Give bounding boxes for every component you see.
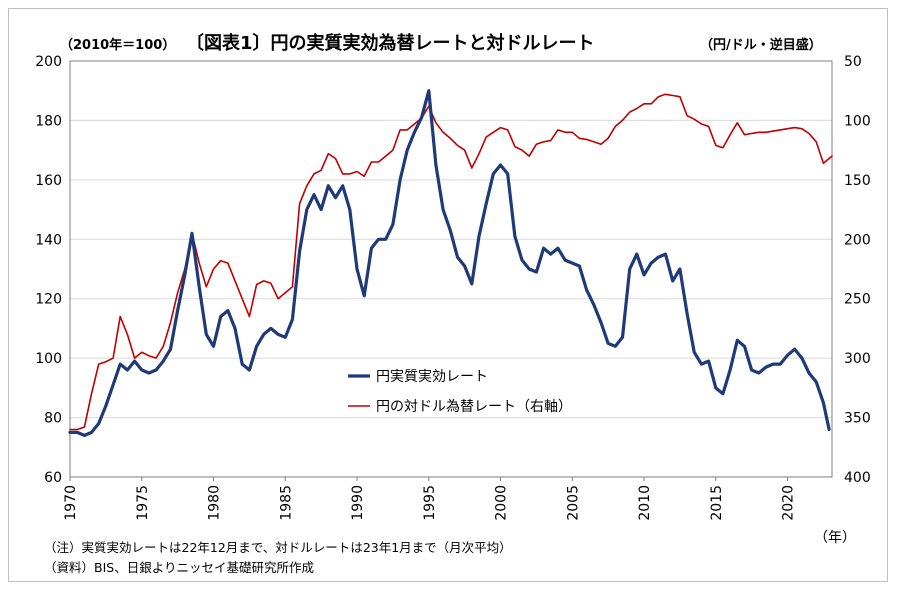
x-tick-label: 1995 <box>422 485 438 521</box>
left-tick-label: 60 <box>44 470 62 486</box>
chart-title-prefix: （2010年＝100） <box>60 37 175 53</box>
legend-label-real-rate: 円実質実効レート <box>376 369 488 385</box>
footnote-source: （資料）BIS、日銀よりニッセイ基礎研究所作成 <box>44 560 314 575</box>
chart-frame <box>8 8 888 582</box>
x-axis-unit-label: （年） <box>814 530 856 546</box>
legend-label-dollar-rate: 円の対ドル為替レート（右軸） <box>376 399 572 415</box>
x-tick-label: 2010 <box>637 485 653 521</box>
left-tick-label: 200 <box>35 54 62 70</box>
x-tick-label: 1985 <box>278 485 294 521</box>
left-tick-label: 180 <box>35 113 62 129</box>
x-tick-label: 2005 <box>565 485 581 521</box>
right-tick-label: 250 <box>844 292 871 308</box>
chart-title: 〔図表1〕円の実質実効為替レートと対ドルレート <box>186 32 595 54</box>
chart-title-suffix: （円/ドル・逆目盛） <box>700 37 822 53</box>
left-tick-label: 100 <box>35 351 62 367</box>
footnote-note: （注）実質実効レートは22年12月まで、対ドルレートは23年1月まで（月次平均） <box>44 540 512 555</box>
right-tick-label: 300 <box>844 351 871 367</box>
x-tick-label: 1980 <box>207 485 223 521</box>
right-tick-label: 350 <box>844 411 871 427</box>
left-axis-ticks: 60 80 100 120 140 160 180 200 <box>35 54 62 486</box>
series-layer <box>68 89 833 437</box>
plot-area <box>69 60 833 478</box>
left-tick-label: 140 <box>35 232 62 248</box>
right-axis-ticks: 50 100 150 200 250 300 350 400 <box>844 54 871 486</box>
x-tick-label: 2015 <box>709 485 725 521</box>
x-tick-label: 1970 <box>63 485 79 521</box>
x-tick-label: 1975 <box>135 485 151 521</box>
left-tick-label: 80 <box>44 411 62 427</box>
right-tick-label: 100 <box>844 113 871 129</box>
right-tick-label: 200 <box>844 232 871 248</box>
right-tick-label: 400 <box>844 470 871 486</box>
x-axis-ticks: 1970 1975 1980 1985 1990 1995 2000 2005 2010 2015… <box>63 477 797 521</box>
left-tick-label: 160 <box>35 173 62 189</box>
x-tick-label: 1990 <box>350 485 366 521</box>
series-line-real-effective-rate <box>68 89 831 437</box>
x-tick-label: 2020 <box>781 485 797 521</box>
legend: 円実質実効レート 円の対ドル為替レート（右軸） <box>348 369 572 415</box>
right-tick-label: 50 <box>844 54 862 70</box>
series-line-yen-dollar-rate <box>69 93 833 431</box>
left-tick-label: 120 <box>35 292 62 308</box>
right-tick-label: 150 <box>844 173 871 189</box>
x-tick-label: 2000 <box>494 485 510 521</box>
